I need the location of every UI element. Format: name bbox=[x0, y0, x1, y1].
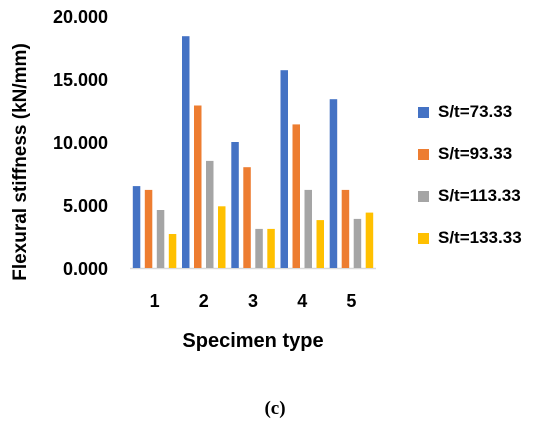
bar-1-1 bbox=[194, 105, 202, 268]
legend-item: S/t=133.33 bbox=[418, 226, 522, 250]
legend-swatch bbox=[418, 232, 429, 244]
bar-2-3 bbox=[267, 228, 275, 268]
panel-label: (c) bbox=[264, 398, 286, 419]
legend-label: S/t=133.33 bbox=[438, 228, 522, 247]
bar-3-3 bbox=[316, 220, 324, 268]
bar-1-2 bbox=[206, 160, 214, 268]
legend-swatch bbox=[418, 190, 429, 202]
bar-3-0 bbox=[280, 70, 288, 268]
y-tick-label: 5.000 bbox=[63, 196, 108, 216]
bar-3-1 bbox=[292, 124, 300, 269]
x-axis-title: Specimen type bbox=[182, 330, 323, 352]
y-tick-label: 20.000 bbox=[53, 7, 108, 27]
legend-label: S/t=73.33 bbox=[438, 102, 513, 121]
bar-4-0 bbox=[329, 99, 338, 268]
x-tick-label: 2 bbox=[199, 291, 209, 311]
x-tick-label: 5 bbox=[346, 291, 356, 311]
bar-2-0 bbox=[231, 142, 239, 268]
bar-1-3 bbox=[218, 206, 226, 268]
bar-1-0 bbox=[182, 36, 190, 269]
y-tick-label: 10.000 bbox=[53, 133, 108, 153]
legend-label: S/t=93.33 bbox=[438, 144, 513, 163]
y-tick-label: 0.000 bbox=[63, 259, 108, 279]
legend-item: S/t=113.33 bbox=[418, 184, 521, 208]
legend-swatch bbox=[418, 106, 429, 118]
y-axis-title: Flexural stiffness (kN/mm) bbox=[10, 43, 31, 281]
bar-0-1 bbox=[144, 189, 153, 268]
bar-4-3 bbox=[365, 212, 374, 268]
bar-0-0 bbox=[132, 186, 141, 268]
bar-0-3 bbox=[168, 234, 177, 268]
x-tick-label: 3 bbox=[248, 291, 258, 311]
legend-swatch bbox=[418, 148, 429, 160]
x-tick-label: 4 bbox=[297, 291, 307, 311]
x-tick-label: 1 bbox=[150, 291, 160, 311]
bar-2-2 bbox=[255, 228, 263, 268]
bar-4-2 bbox=[353, 218, 362, 268]
bar-0-2 bbox=[156, 210, 165, 268]
bar-3-2 bbox=[304, 189, 312, 268]
legend-item: S/t=73.33 bbox=[418, 100, 512, 124]
legend-item: S/t=93.33 bbox=[418, 142, 512, 166]
y-tick-label: 15.000 bbox=[53, 70, 108, 90]
bar-2-1 bbox=[243, 167, 251, 268]
bar-4-1 bbox=[341, 189, 350, 268]
legend-label: S/t=113.33 bbox=[438, 186, 521, 205]
